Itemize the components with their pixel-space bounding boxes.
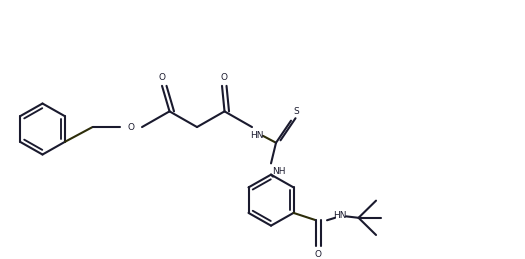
Text: NH: NH bbox=[272, 167, 285, 176]
Text: HN: HN bbox=[250, 131, 264, 140]
Text: O: O bbox=[314, 250, 321, 259]
Text: O: O bbox=[220, 73, 227, 82]
Text: S: S bbox=[293, 107, 299, 116]
Text: O: O bbox=[159, 73, 165, 82]
Text: HN: HN bbox=[333, 211, 347, 220]
Text: O: O bbox=[128, 123, 134, 132]
